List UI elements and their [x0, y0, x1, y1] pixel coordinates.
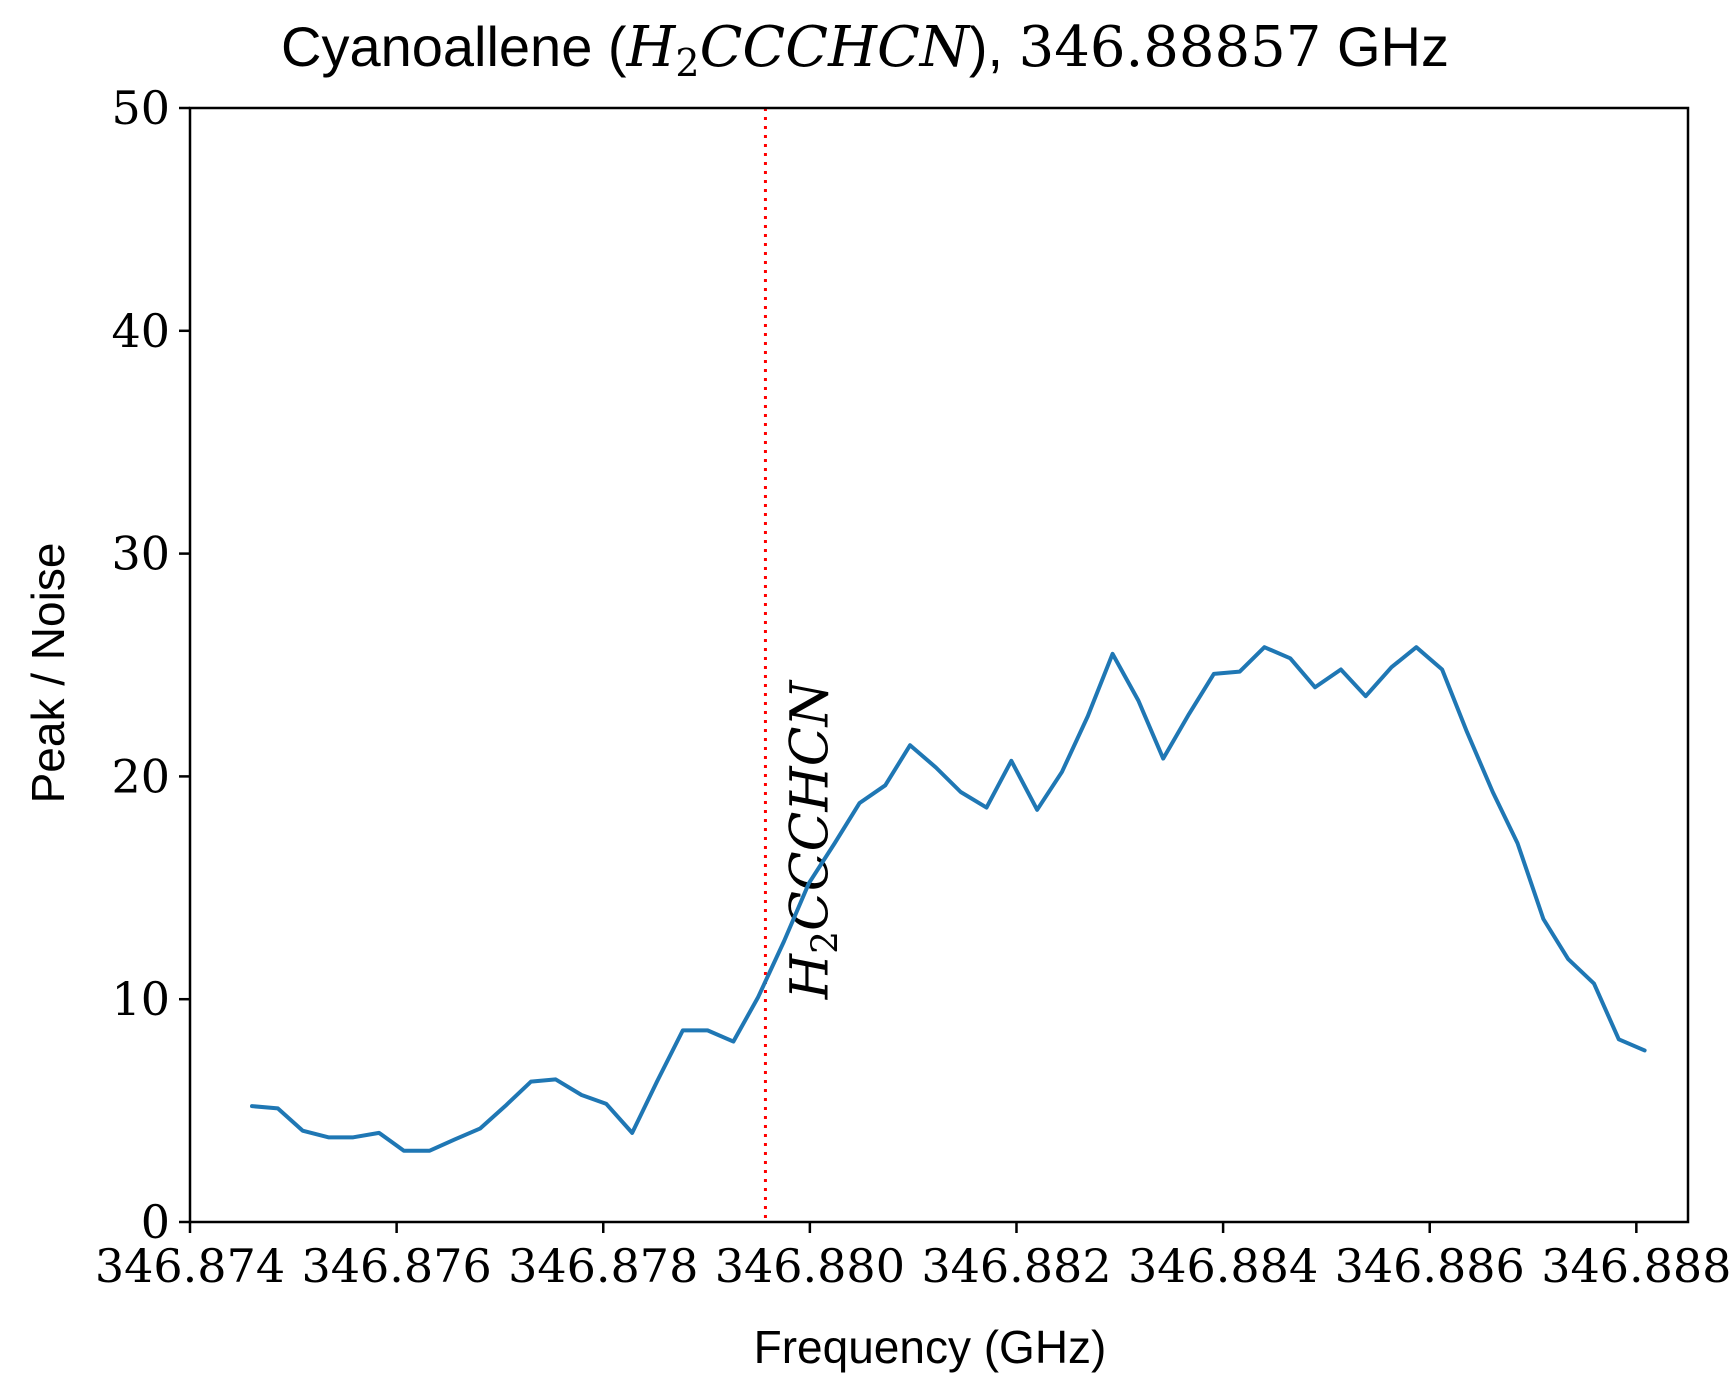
plot-area: H2CCCHCN 346.874 346.876 346.878 346.880 346… — [95, 81, 1730, 1293]
x-tick-label-7: 346.888 — [1541, 1239, 1730, 1293]
x-tick-label-3: 346.880 — [715, 1239, 905, 1293]
title-prefix: Cyanoallene ( — [281, 15, 627, 78]
y-axis-label: Peak / Noise — [22, 543, 74, 804]
x-tick-label-6: 346.886 — [1335, 1239, 1525, 1293]
annotation-label: H2CCCHCN — [780, 679, 846, 1000]
series-layer — [249, 645, 1647, 1153]
x-tick-label-5: 346.884 — [1128, 1239, 1318, 1293]
title-formula-main: H — [626, 15, 677, 80]
chart-title: Cyanoallene (H2CCCHCN), 346.88857 GHz — [281, 15, 1449, 85]
x-tick-label-4: 346.882 — [921, 1239, 1111, 1293]
annotation-label-subscript: 2 — [805, 931, 846, 954]
annotation-layer: H2CCCHCN — [763, 108, 846, 1222]
title-formula-subscript: 2 — [675, 41, 699, 85]
y-tick-label-5: 50 — [111, 81, 170, 135]
annotation-label-rest: CCCHCN — [780, 679, 840, 930]
title-formula-rest: CCCHCN — [700, 15, 971, 80]
title-middle: ), — [969, 15, 1019, 78]
annotation-label-main: H — [780, 952, 840, 1000]
title-suffix: GHz — [1321, 15, 1449, 78]
y-tick-label-2: 20 — [111, 749, 170, 803]
y-tick-label-0: 0 — [141, 1195, 170, 1249]
y-tick-label-1: 10 — [111, 972, 170, 1026]
x-tick-label-0: 346.874 — [95, 1239, 285, 1293]
x-tick-label-2: 346.878 — [508, 1239, 698, 1293]
title-frequency: 346.88857 — [1019, 15, 1322, 80]
x-axis-label: Frequency (GHz) — [754, 1321, 1107, 1373]
y-tick-label-4: 40 — [111, 304, 170, 358]
y-tick-label-3: 30 — [111, 527, 170, 581]
x-tick-label-1: 346.876 — [302, 1239, 492, 1293]
series-line-0 — [249, 645, 1647, 1153]
axes-frame — [188, 106, 1690, 1224]
axes-layer: 346.874 346.876 346.878 346.880 346.882 346.8… — [95, 81, 1730, 1293]
